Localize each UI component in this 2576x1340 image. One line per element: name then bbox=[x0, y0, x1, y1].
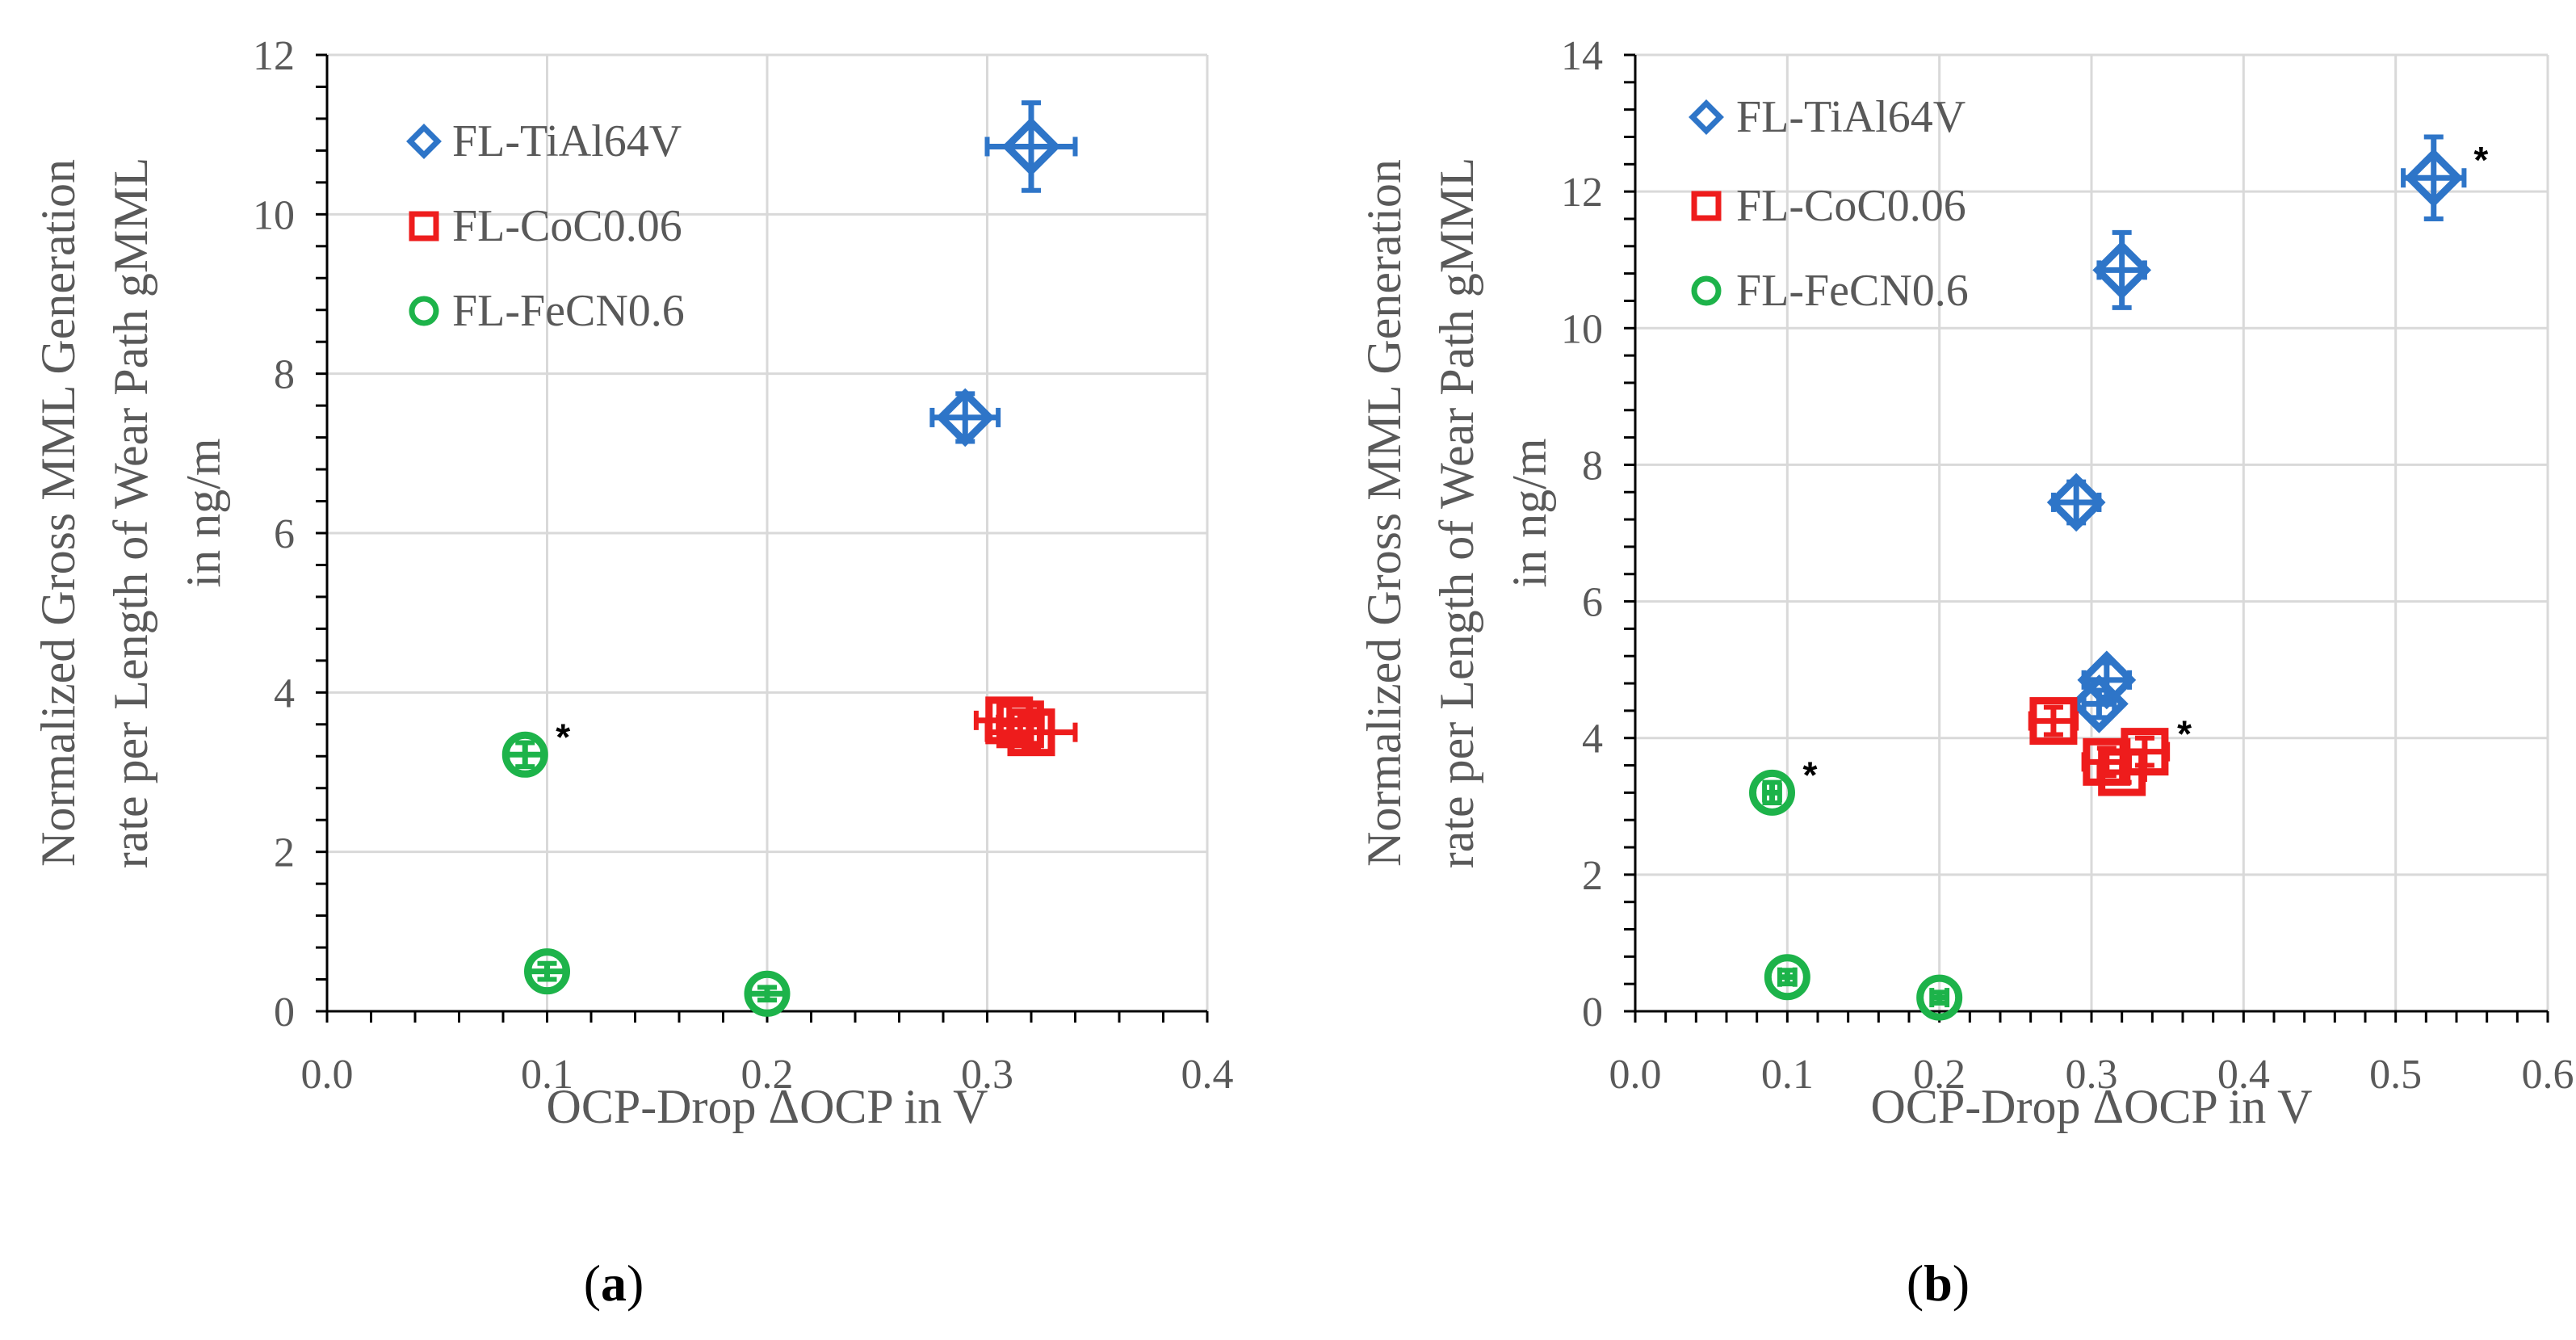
data-point bbox=[1007, 708, 1055, 757]
caption-paren-open: ( bbox=[584, 1254, 601, 1312]
x-tick-label: 0.1 bbox=[521, 1052, 573, 1098]
data-point bbox=[524, 948, 570, 995]
y-tick-label: 2 bbox=[274, 830, 295, 876]
y-axis-title-line: Normalized Gross MML Generation bbox=[31, 159, 85, 867]
legend-label: FL-CoC0.06 bbox=[1736, 181, 1966, 231]
caption-letter: b bbox=[1924, 1254, 1953, 1312]
series-FL-TiAl64V bbox=[929, 100, 1078, 447]
legend-label: FL-FeCN0.6 bbox=[1736, 266, 1969, 316]
data-point bbox=[1749, 769, 1795, 816]
data-point bbox=[1001, 117, 1061, 176]
legend-marker bbox=[409, 211, 439, 242]
y-axis-title-line: rate per Length of Wear Path gMML bbox=[104, 158, 157, 868]
data-point bbox=[2092, 241, 2152, 300]
y-tick-label: 8 bbox=[274, 352, 295, 398]
data-point bbox=[2404, 148, 2464, 208]
x-tick-label: 0.2 bbox=[741, 1052, 794, 1098]
series-FL-FeCN0.6: * bbox=[1749, 754, 1963, 1021]
legend-label: FL-TiAl64V bbox=[452, 116, 682, 166]
x-tick-label: 0.5 bbox=[2369, 1052, 2422, 1098]
y-tick-label: 0 bbox=[274, 989, 295, 1035]
y-tick-label: 12 bbox=[253, 33, 295, 79]
series-FL-TiAl64V: * bbox=[2046, 134, 2488, 733]
x-tick-label: 0.3 bbox=[2066, 1052, 2118, 1098]
series-FL-CoC0.06: * bbox=[2028, 697, 2192, 796]
legend-label: FL-CoC0.06 bbox=[452, 201, 682, 251]
legend-marker bbox=[406, 124, 442, 159]
significance-star: * bbox=[2177, 713, 2192, 755]
significance-star: * bbox=[556, 716, 570, 758]
chart-panel-b: 0.0 0.1 0.2 0.3 0.4 0.5 0.6 0 2 4 6 8 10 12 14 OCP-Drop… bbox=[1357, 33, 2574, 1312]
legend-label: FL-TiAl64V bbox=[1736, 92, 1966, 142]
panel-caption: (b) bbox=[1907, 1254, 1970, 1312]
panel-caption: (a) bbox=[584, 1254, 644, 1312]
x-tick-label: 0.1 bbox=[1761, 1052, 1814, 1098]
caption-letter: a bbox=[601, 1254, 627, 1312]
y-axis-title-line: Normalized Gross MML Generation bbox=[1357, 159, 1411, 867]
series-FL-FeCN0.6: * bbox=[501, 716, 791, 1017]
x-tick-label: 0.6 bbox=[2522, 1052, 2574, 1098]
legend-marker bbox=[409, 296, 439, 326]
chart-panel-a: 0.0 0.1 0.2 0.3 0.4 0 2 4 6 8 10 12 OCP-Drop ΔOCP in… bbox=[31, 33, 1234, 1312]
significance-star: * bbox=[1803, 754, 1818, 796]
y-tick-label: 10 bbox=[253, 192, 295, 238]
x-tick-label: 0.3 bbox=[961, 1052, 1013, 1098]
data-point bbox=[2121, 728, 2169, 776]
significance-star: * bbox=[2473, 139, 2488, 181]
data-point bbox=[1764, 954, 1810, 1001]
legend-label: FL-FeCN0.6 bbox=[452, 286, 685, 336]
x-axis-title: OCP-Drop ΔOCP in V bbox=[1870, 1080, 2312, 1133]
x-tick-label: 0.0 bbox=[1609, 1052, 1662, 1098]
x-tick-label: 0.4 bbox=[2217, 1052, 2270, 1098]
y-axis-title-line: rate per Length of Wear Path gMML bbox=[1430, 158, 1483, 868]
series-FL-CoC0.06 bbox=[973, 696, 1078, 757]
y-tick-label: 8 bbox=[1582, 443, 1603, 489]
data-point bbox=[744, 970, 791, 1017]
y-tick-label: 6 bbox=[1582, 580, 1603, 626]
data-point bbox=[501, 731, 548, 778]
y-axis-title-line: in ng/m bbox=[1503, 438, 1556, 587]
x-axis-title: OCP-Drop ΔOCP in V bbox=[546, 1080, 988, 1133]
caption-paren-close: ) bbox=[1953, 1254, 1970, 1312]
y-tick-label: 10 bbox=[1561, 306, 1603, 352]
y-tick-label: 0 bbox=[1582, 989, 1603, 1035]
x-tick-label: 0.0 bbox=[301, 1052, 354, 1098]
x-tick-label: 0.2 bbox=[1913, 1052, 1966, 1098]
data-point bbox=[2046, 473, 2106, 532]
x-tick-label: 0.4 bbox=[1181, 1052, 1234, 1098]
data-point bbox=[1916, 974, 1963, 1021]
legend-marker bbox=[1689, 99, 1724, 135]
data-point bbox=[2029, 697, 2078, 746]
y-axis-title-line: in ng/m bbox=[177, 438, 230, 587]
caption-paren-close: ) bbox=[627, 1254, 644, 1312]
legend-marker bbox=[1691, 275, 1722, 306]
y-tick-label: 14 bbox=[1561, 33, 1603, 79]
y-tick-label: 6 bbox=[274, 511, 295, 557]
y-tick-label: 4 bbox=[1582, 716, 1603, 762]
y-tick-label: 4 bbox=[274, 670, 295, 716]
y-tick-label: 2 bbox=[1582, 853, 1603, 899]
caption-paren-open: ( bbox=[1907, 1254, 1924, 1312]
y-tick-label: 12 bbox=[1561, 170, 1603, 216]
data-point bbox=[935, 388, 995, 447]
legend-marker bbox=[1691, 191, 1722, 221]
data-point bbox=[996, 700, 1044, 749]
data-point bbox=[2070, 674, 2129, 733]
